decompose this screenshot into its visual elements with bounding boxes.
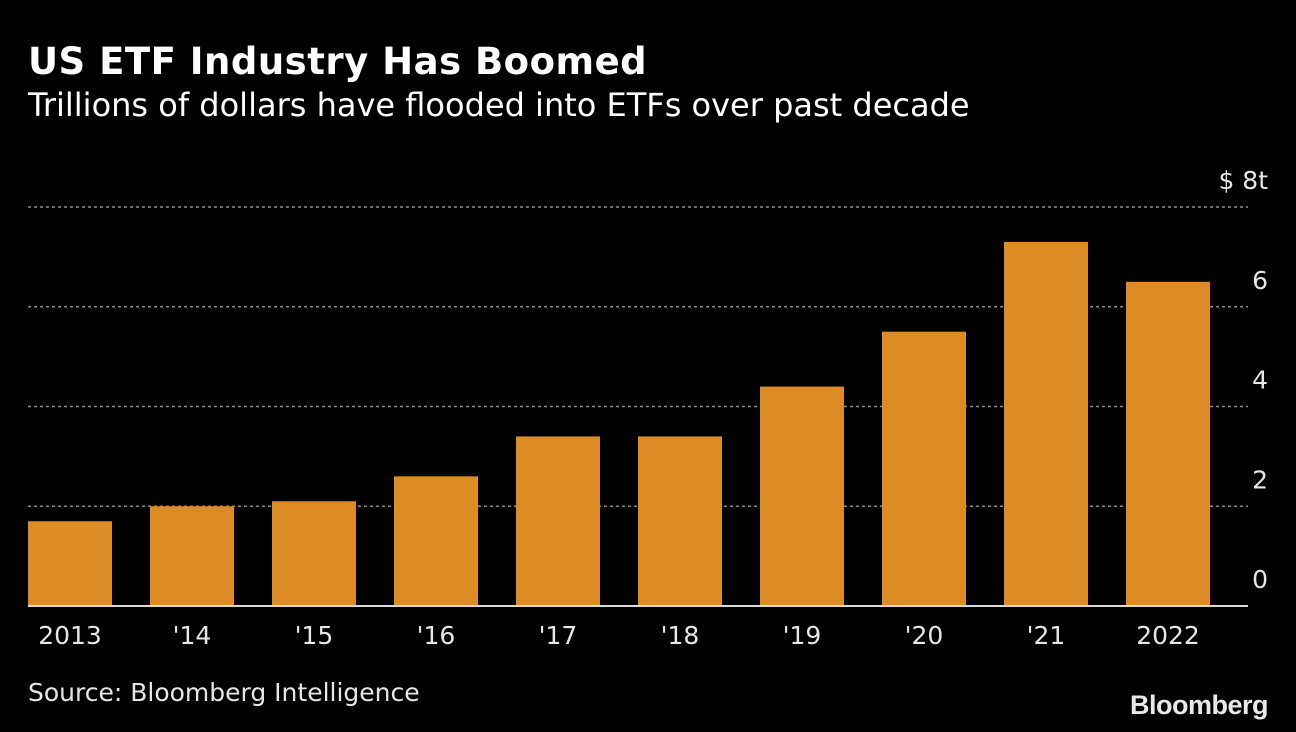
bar xyxy=(272,501,356,606)
x-tick-label: '15 xyxy=(295,621,334,650)
bar xyxy=(882,331,966,606)
x-tick-label: 2013 xyxy=(38,621,102,650)
x-tick-label: '17 xyxy=(539,621,578,650)
y-axis-ticks: 0 2 4 6 $ 8t xyxy=(1218,166,1268,594)
bar xyxy=(1126,281,1210,606)
bar xyxy=(638,436,722,606)
bar xyxy=(150,506,234,606)
x-tick-label: '21 xyxy=(1027,621,1066,650)
y-tick-label: 2 xyxy=(1252,465,1268,494)
x-tick-label: '18 xyxy=(661,621,700,650)
x-tick-label: 2022 xyxy=(1136,621,1200,650)
bar xyxy=(1004,241,1088,606)
source-note: Source: Bloomberg Intelligence xyxy=(28,678,420,707)
y-tick-label: 4 xyxy=(1252,366,1268,395)
x-tick-label: '14 xyxy=(173,621,212,650)
bar xyxy=(516,436,600,606)
y-tick-label: $ 8t xyxy=(1218,166,1268,195)
bloomberg-logo: Bloomberg xyxy=(1129,690,1269,720)
bar xyxy=(28,521,112,606)
bars xyxy=(28,241,1210,606)
x-tick-label: '19 xyxy=(783,621,822,650)
bar xyxy=(760,386,844,606)
chart-title: US ETF Industry Has Boomed xyxy=(28,40,648,83)
x-tick-label: '16 xyxy=(417,621,456,650)
x-axis-ticks: 2013 '14 '15 '16 '17 '18 '19 '20 '21 2022 xyxy=(38,621,1200,650)
chart-subtitle: Trillions of dollars have flooded into E… xyxy=(28,86,970,124)
bar xyxy=(394,476,478,606)
y-tick-label: 0 xyxy=(1252,565,1268,594)
y-tick-label: 6 xyxy=(1252,266,1268,295)
x-tick-label: '20 xyxy=(905,621,944,650)
